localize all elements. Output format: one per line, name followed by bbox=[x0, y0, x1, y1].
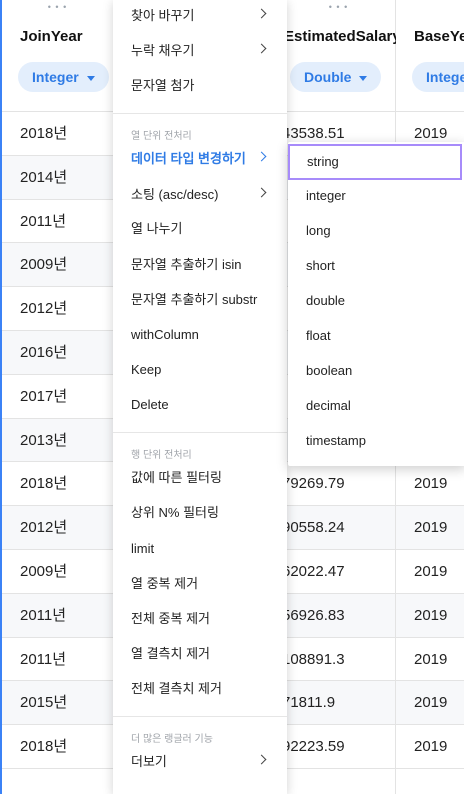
column-type-label: Intege bbox=[426, 69, 464, 85]
table-cell[interactable]: 2013년 bbox=[2, 418, 113, 463]
column-type-dropdown[interactable]: Intege bbox=[412, 62, 464, 92]
chevron-right-icon bbox=[256, 754, 267, 765]
table-cell[interactable]: 108891.3 bbox=[282, 638, 395, 682]
menu-divider bbox=[113, 432, 287, 433]
section-label-column: 열 단위 전처리 bbox=[131, 131, 192, 142]
table-cell[interactable]: 71811.9 bbox=[282, 681, 395, 726]
table-cell[interactable]: 2019 bbox=[396, 550, 464, 594]
table-cell[interactable]: 2015년 bbox=[2, 681, 113, 726]
column-name: EstimatedSalary bbox=[284, 28, 401, 45]
caret-down-icon bbox=[86, 75, 95, 81]
table-cell[interactable]: 2017년 bbox=[2, 375, 113, 419]
caret-down-icon bbox=[359, 75, 368, 81]
table-cell[interactable]: 56926.83 bbox=[282, 593, 395, 638]
menu-item-delete[interactable]: Delete bbox=[131, 397, 169, 412]
drag-handle-icon[interactable]: • • • bbox=[328, 2, 349, 12]
column-name: BaseYe bbox=[414, 28, 464, 45]
column-header-estimatedsalary[interactable]: • • • EstimatedSalary Double bbox=[282, 0, 401, 112]
menu-divider bbox=[113, 113, 287, 114]
submenu-item-short[interactable]: short bbox=[306, 258, 335, 273]
table-cell[interactable]: 2014년 bbox=[2, 155, 113, 200]
submenu-item-integer[interactable]: integer bbox=[306, 188, 346, 203]
chevron-right-icon bbox=[256, 43, 267, 54]
submenu-item-double[interactable]: double bbox=[306, 293, 346, 308]
data-type-submenu: string integer long short double float b… bbox=[288, 142, 464, 466]
table-cell[interactable]: 2019 bbox=[396, 506, 464, 550]
column-type-label: Integer bbox=[32, 69, 79, 85]
table-cell[interactable]: 2012년 bbox=[2, 287, 113, 331]
chevron-right-icon bbox=[256, 8, 267, 19]
menu-item-drop-all-duplicates[interactable]: 전체 중복 제거 bbox=[131, 611, 210, 626]
table-cell[interactable]: 2019 bbox=[396, 638, 464, 682]
table-cell[interactable]: 2019 bbox=[396, 462, 464, 507]
table-cell[interactable]: 2016년 bbox=[2, 330, 113, 375]
submenu-item-long[interactable]: long bbox=[306, 223, 331, 238]
table-cell[interactable]: 2012년 bbox=[2, 506, 113, 550]
menu-item-withcolumn[interactable]: withColumn bbox=[131, 327, 199, 342]
submenu-item-boolean[interactable]: boolean bbox=[306, 363, 353, 378]
column-header-joinyear[interactable]: • • • JoinYear Integer bbox=[2, 0, 113, 112]
table-cell[interactable]: 2009년 bbox=[2, 243, 113, 288]
menu-item-filter-by-value[interactable]: 값에 따른 필터링 bbox=[131, 470, 222, 485]
table-cell[interactable]: 2019 bbox=[396, 593, 464, 638]
chevron-right-icon bbox=[256, 151, 267, 162]
menu-item-drop-column-nulls[interactable]: 열 결측치 제거 bbox=[131, 646, 210, 661]
drag-handle-icon[interactable]: • • • bbox=[47, 2, 68, 12]
menu-item-find-replace[interactable]: 찾아 바꾸기 bbox=[131, 5, 275, 27]
column-type-dropdown[interactable]: Integer bbox=[18, 62, 109, 92]
submenu-item-timestamp[interactable]: timestamp bbox=[306, 433, 366, 448]
menu-item-more[interactable]: 더보기 bbox=[131, 751, 275, 773]
table-cell[interactable]: 90558.24 bbox=[282, 506, 395, 550]
menu-item-sort[interactable]: 소팅 (asc/desc) bbox=[131, 184, 275, 206]
table-cell[interactable]: 79269.79 bbox=[282, 462, 395, 507]
menu-item-drop-column-duplicates[interactable]: 열 중복 제거 bbox=[131, 576, 199, 591]
column-joinyear: • • • JoinYear Integer 2018년 2014년 2011년 20… bbox=[0, 0, 114, 794]
table-cell[interactable]: 92223.59 bbox=[282, 725, 395, 769]
column-name: JoinYear bbox=[20, 28, 83, 45]
chevron-right-icon bbox=[256, 187, 267, 198]
table-cell[interactable]: 2019 bbox=[396, 725, 464, 769]
menu-item-keep[interactable]: Keep bbox=[131, 362, 162, 377]
column-type-label: Double bbox=[304, 69, 352, 85]
table-cell[interactable]: 2011년 bbox=[2, 638, 113, 682]
column-header-baseyear[interactable]: BaseYe Intege bbox=[396, 0, 464, 112]
menu-divider bbox=[113, 716, 287, 717]
section-label-more: 더 많은 랭글러 기능 bbox=[131, 734, 213, 745]
menu-item-change-data-type[interactable]: 데이터 타입 변경하기 bbox=[131, 148, 275, 170]
menu-item-limit[interactable]: limit bbox=[131, 541, 155, 556]
table-cell[interactable]: 2019 bbox=[396, 681, 464, 726]
context-menu: 찾아 바꾸기 누락 채우기 문자열 첨가 열 단위 전처리 데이터 타입 변경하… bbox=[113, 0, 287, 794]
menu-item-drop-all-nulls[interactable]: 전체 결측치 제거 bbox=[131, 681, 222, 696]
table-cell[interactable]: 62022.47 bbox=[282, 550, 395, 594]
menu-item-append-string[interactable]: 문자열 첨가 bbox=[131, 78, 195, 93]
table-cell[interactable]: 2018년 bbox=[2, 462, 113, 507]
menu-item-fill-missing[interactable]: 누락 채우기 bbox=[131, 40, 275, 62]
menu-item-extract-substr[interactable]: 문자열 추출하기 substr bbox=[131, 292, 258, 307]
table-cell[interactable]: 2018년 bbox=[2, 725, 113, 769]
menu-item-extract-isin[interactable]: 문자열 추출하기 isin bbox=[131, 257, 242, 272]
table-cell[interactable]: 2009년 bbox=[2, 550, 113, 594]
submenu-item-string[interactable]: string bbox=[288, 144, 462, 180]
submenu-item-decimal[interactable]: decimal bbox=[306, 398, 351, 413]
table-cell[interactable]: 2011년 bbox=[2, 593, 113, 638]
table-cell[interactable]: 2011년 bbox=[2, 200, 113, 244]
column-type-dropdown[interactable]: Double bbox=[290, 62, 382, 92]
section-label-row: 행 단위 전처리 bbox=[131, 450, 192, 461]
table-cell[interactable]: 2018년 bbox=[2, 112, 113, 156]
submenu-item-float[interactable]: float bbox=[306, 328, 331, 343]
menu-item-top-n-percent[interactable]: 상위 N% 필터링 bbox=[131, 505, 219, 520]
menu-item-split-column[interactable]: 열 나누기 bbox=[131, 221, 183, 236]
